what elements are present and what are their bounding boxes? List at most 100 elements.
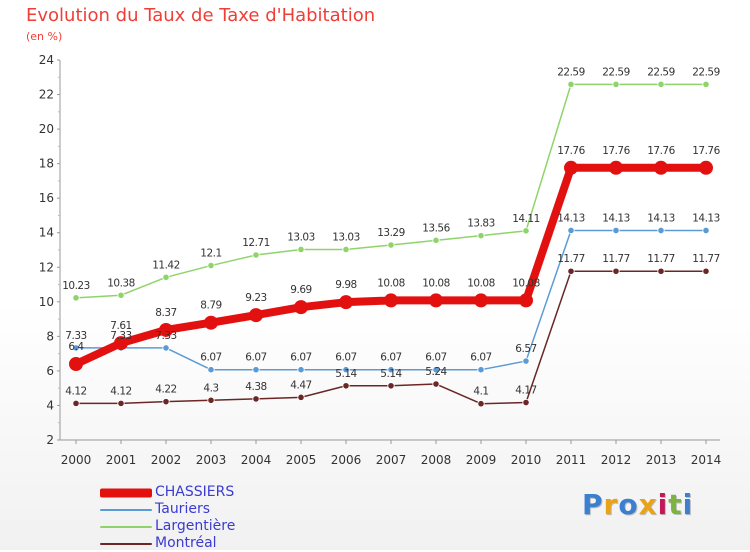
data-point — [297, 366, 305, 374]
data-label: 4.3 — [203, 382, 218, 394]
data-label: 6.07 — [200, 352, 221, 364]
x-tick-label: 2013 — [646, 453, 677, 467]
data-point — [297, 393, 305, 401]
legend-item: Tauriers — [100, 501, 300, 518]
legend-swatch — [100, 542, 152, 545]
data-label: 6.07 — [245, 352, 266, 364]
data-point — [69, 357, 83, 371]
data-label: 13.83 — [467, 218, 495, 230]
x-tick-label: 2004 — [241, 453, 272, 467]
data-point — [432, 366, 440, 374]
x-tick-label: 2002 — [151, 453, 182, 467]
data-label: 4.22 — [155, 384, 176, 396]
data-label: 22.59 — [557, 66, 585, 78]
y-tick-label: 18 — [39, 157, 54, 171]
data-point — [72, 344, 80, 352]
x-tick-label: 2010 — [511, 453, 542, 467]
data-label: 17.76 — [692, 145, 720, 157]
data-point — [612, 80, 620, 88]
data-label: 6.07 — [380, 352, 401, 364]
data-point — [699, 160, 713, 175]
legend-swatch — [100, 525, 152, 528]
data-point — [387, 382, 395, 390]
legend-item: Largentière — [100, 518, 300, 535]
data-label: 17.76 — [602, 145, 630, 157]
data-label: 4.12 — [65, 385, 86, 397]
data-label: 22.59 — [692, 66, 720, 78]
legend-swatch — [100, 488, 152, 497]
data-label: 12.71 — [242, 237, 270, 249]
data-label: 7.33 — [155, 330, 176, 342]
data-label: 12.1 — [200, 248, 221, 260]
legend-item: Montréal — [100, 535, 300, 552]
legend-label: Tauriers — [155, 501, 210, 517]
x-tick-label: 2011 — [556, 453, 587, 467]
data-label: 11.42 — [152, 259, 180, 271]
data-point — [657, 226, 665, 235]
y-tick-label: 2 — [46, 433, 54, 447]
data-label: 13.03 — [287, 231, 315, 243]
data-label: 6.4 — [68, 341, 84, 353]
data-label: 7.61 — [110, 320, 131, 332]
data-label: 13.56 — [422, 222, 450, 234]
data-label: 6.07 — [290, 352, 311, 364]
data-point — [477, 400, 485, 408]
data-point — [522, 227, 530, 235]
data-point — [477, 366, 485, 374]
x-tick-label: 2005 — [286, 453, 317, 467]
data-label: 10.23 — [62, 280, 90, 292]
data-label: 9.23 — [245, 292, 266, 304]
data-point — [654, 160, 668, 175]
data-point — [342, 382, 350, 390]
data-point — [162, 344, 170, 352]
x-tick-label: 2003 — [196, 453, 227, 467]
data-label: 11.77 — [647, 253, 675, 265]
data-point — [474, 293, 488, 308]
data-point — [612, 226, 620, 235]
x-tick-label: 2009 — [466, 453, 497, 467]
series-largentire — [72, 80, 710, 302]
data-label: 22.59 — [647, 66, 675, 78]
y-tick-label: 4 — [46, 398, 54, 412]
data-point — [609, 160, 623, 175]
data-label: 5.14 — [335, 368, 357, 380]
data-point — [249, 308, 263, 323]
data-label: 22.59 — [602, 66, 630, 78]
y-tick-label: 14 — [39, 226, 54, 240]
legend-swatch — [100, 508, 152, 511]
data-point — [252, 251, 260, 259]
data-label: 8.79 — [200, 300, 221, 312]
data-point — [162, 273, 170, 281]
data-point — [117, 291, 125, 299]
chart-subtitle: (en %) — [26, 30, 63, 43]
data-label: 6.07 — [425, 352, 446, 364]
data-label: 14.13 — [647, 212, 675, 224]
data-point — [387, 241, 395, 249]
x-tick-label: 2008 — [421, 453, 452, 467]
data-point — [384, 293, 398, 308]
data-label: 6.07 — [335, 352, 356, 364]
data-point — [567, 80, 575, 88]
x-tick-label: 2006 — [331, 453, 362, 467]
data-label: 10.08 — [377, 277, 405, 289]
data-label: 7.33 — [110, 330, 131, 342]
legend-label: Montréal — [155, 535, 217, 551]
y-tick-label: 20 — [39, 122, 54, 136]
data-point — [72, 399, 80, 407]
data-point — [114, 336, 128, 351]
data-point — [477, 232, 485, 240]
x-tick-label: 2007 — [376, 453, 407, 467]
data-point — [207, 396, 215, 404]
data-point — [204, 315, 218, 330]
data-label: 4.17 — [515, 385, 536, 397]
data-point — [207, 366, 215, 374]
y-tick-label: 16 — [39, 191, 54, 205]
data-point — [612, 267, 620, 275]
data-label: 11.77 — [692, 253, 720, 265]
x-tick-label: 2012 — [601, 453, 632, 467]
y-tick-label: 12 — [39, 260, 54, 274]
data-label: 5.14 — [380, 368, 402, 380]
data-label: 9.69 — [290, 284, 311, 296]
y-tick-label: 22 — [39, 88, 54, 102]
